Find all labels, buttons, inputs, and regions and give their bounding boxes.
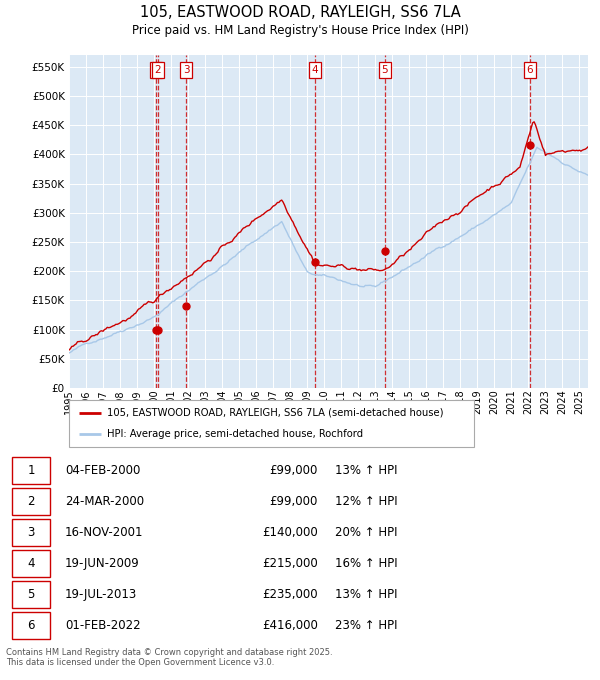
- Text: £99,000: £99,000: [269, 495, 317, 508]
- Text: £215,000: £215,000: [262, 557, 317, 570]
- Text: 20% ↑ HPI: 20% ↑ HPI: [335, 526, 398, 539]
- Text: 1: 1: [28, 464, 35, 477]
- Text: 105, EASTWOOD ROAD, RAYLEIGH, SS6 7LA (semi-detached house): 105, EASTWOOD ROAD, RAYLEIGH, SS6 7LA (s…: [107, 408, 444, 418]
- FancyBboxPatch shape: [12, 520, 50, 545]
- Text: 13% ↑ HPI: 13% ↑ HPI: [335, 588, 398, 601]
- Text: 2: 2: [28, 495, 35, 508]
- Text: 19-JUN-2009: 19-JUN-2009: [65, 557, 140, 570]
- Text: 2: 2: [155, 65, 161, 75]
- Text: 19-JUL-2013: 19-JUL-2013: [65, 588, 137, 601]
- Text: 24-MAR-2000: 24-MAR-2000: [65, 495, 144, 508]
- Text: 105, EASTWOOD ROAD, RAYLEIGH, SS6 7LA: 105, EASTWOOD ROAD, RAYLEIGH, SS6 7LA: [140, 5, 460, 20]
- Text: 13% ↑ HPI: 13% ↑ HPI: [335, 464, 398, 477]
- Text: 16-NOV-2001: 16-NOV-2001: [65, 526, 143, 539]
- Text: 1: 1: [152, 65, 159, 75]
- Text: 5: 5: [382, 65, 388, 75]
- Text: HPI: Average price, semi-detached house, Rochford: HPI: Average price, semi-detached house,…: [107, 429, 364, 439]
- Text: 01-FEB-2022: 01-FEB-2022: [65, 619, 140, 632]
- FancyBboxPatch shape: [12, 581, 50, 607]
- FancyBboxPatch shape: [12, 551, 50, 577]
- Text: 5: 5: [28, 588, 35, 601]
- Text: £416,000: £416,000: [262, 619, 317, 632]
- Text: 12% ↑ HPI: 12% ↑ HPI: [335, 495, 398, 508]
- Text: £140,000: £140,000: [262, 526, 317, 539]
- Text: Price paid vs. HM Land Registry's House Price Index (HPI): Price paid vs. HM Land Registry's House …: [131, 24, 469, 37]
- FancyBboxPatch shape: [69, 400, 474, 447]
- Text: 4: 4: [28, 557, 35, 570]
- Text: 3: 3: [183, 65, 190, 75]
- Text: £235,000: £235,000: [262, 588, 317, 601]
- Text: 4: 4: [312, 65, 319, 75]
- Text: 16% ↑ HPI: 16% ↑ HPI: [335, 557, 398, 570]
- Text: 23% ↑ HPI: 23% ↑ HPI: [335, 619, 398, 632]
- FancyBboxPatch shape: [12, 613, 50, 639]
- Text: 6: 6: [28, 619, 35, 632]
- FancyBboxPatch shape: [12, 458, 50, 483]
- Text: £99,000: £99,000: [269, 464, 317, 477]
- Text: 3: 3: [28, 526, 35, 539]
- Text: 04-FEB-2000: 04-FEB-2000: [65, 464, 140, 477]
- FancyBboxPatch shape: [12, 488, 50, 515]
- Text: Contains HM Land Registry data © Crown copyright and database right 2025.
This d: Contains HM Land Registry data © Crown c…: [6, 648, 332, 667]
- Text: 6: 6: [526, 65, 533, 75]
